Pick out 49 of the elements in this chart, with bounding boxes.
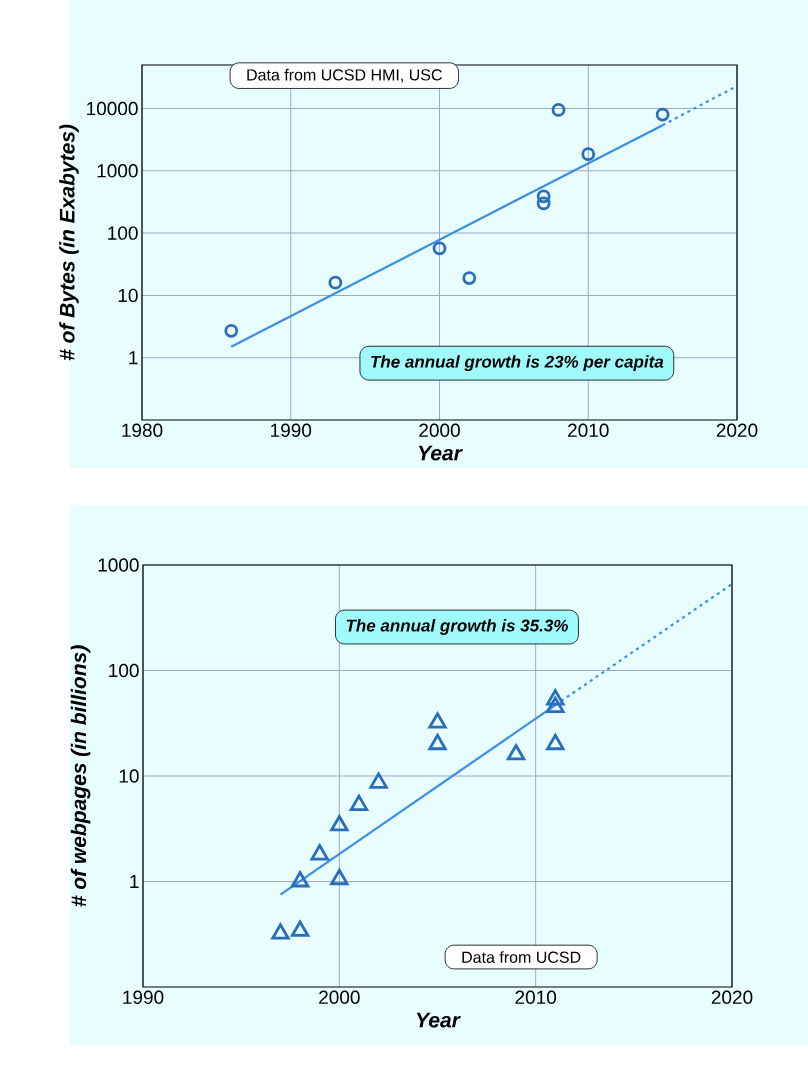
point [551,103,566,117]
annotation: The annual growth is 23% per capita [371,355,664,372]
y-axis-title: # of Bytes (in Exabytes) [59,124,79,361]
point [330,815,349,832]
x-tick-label: 1980 [122,423,163,437]
y-tick-label: 10 [119,769,139,783]
point [310,844,329,861]
y-tick-label: 10000 [87,101,138,116]
point [655,107,670,122]
y-tick-label: 1000 [97,164,138,178]
y-tick-label: 100 [108,226,138,240]
annotation: Data from UCSD HMI, USC [247,68,442,83]
point [290,871,310,888]
point [290,920,310,937]
annotation: Data from UCSD [462,951,581,963]
point [428,712,447,729]
annotation: The annual growth is 35.3% [346,619,568,635]
point [369,772,388,789]
point [581,147,596,162]
x-axis-title: Year [418,445,463,461]
point [536,189,551,204]
point [432,241,447,256]
point [330,868,349,886]
x-tick-label: 2020 [711,990,753,1004]
point [546,689,565,706]
x-tick-label: 2020 [716,423,758,437]
x-tick-label: 1990 [123,990,164,1004]
point [428,733,447,751]
point [546,733,565,751]
point [271,923,290,940]
y-tick-label: 1 [130,874,139,889]
x-axis-title: Year [416,1012,461,1028]
y-tick-label: 1 [129,351,138,365]
x-tick-label: 2000 [419,423,460,437]
x-tick-label: 2010 [568,423,609,437]
point [224,323,239,338]
point [506,744,526,761]
y-tick-label: 100 [109,663,139,678]
point [546,696,565,713]
point [328,275,343,290]
point [462,271,477,285]
point [349,794,369,811]
point [536,196,551,211]
x-tick-label: 2000 [319,990,360,1004]
x-tick-label: 2010 [515,990,557,1004]
y-axis-title: # of webpages (in billions) [70,645,91,907]
y-tick-label: 1000 [98,558,139,572]
y-tick-label: 10 [118,288,138,303]
x-tick-label: 1990 [271,423,312,437]
